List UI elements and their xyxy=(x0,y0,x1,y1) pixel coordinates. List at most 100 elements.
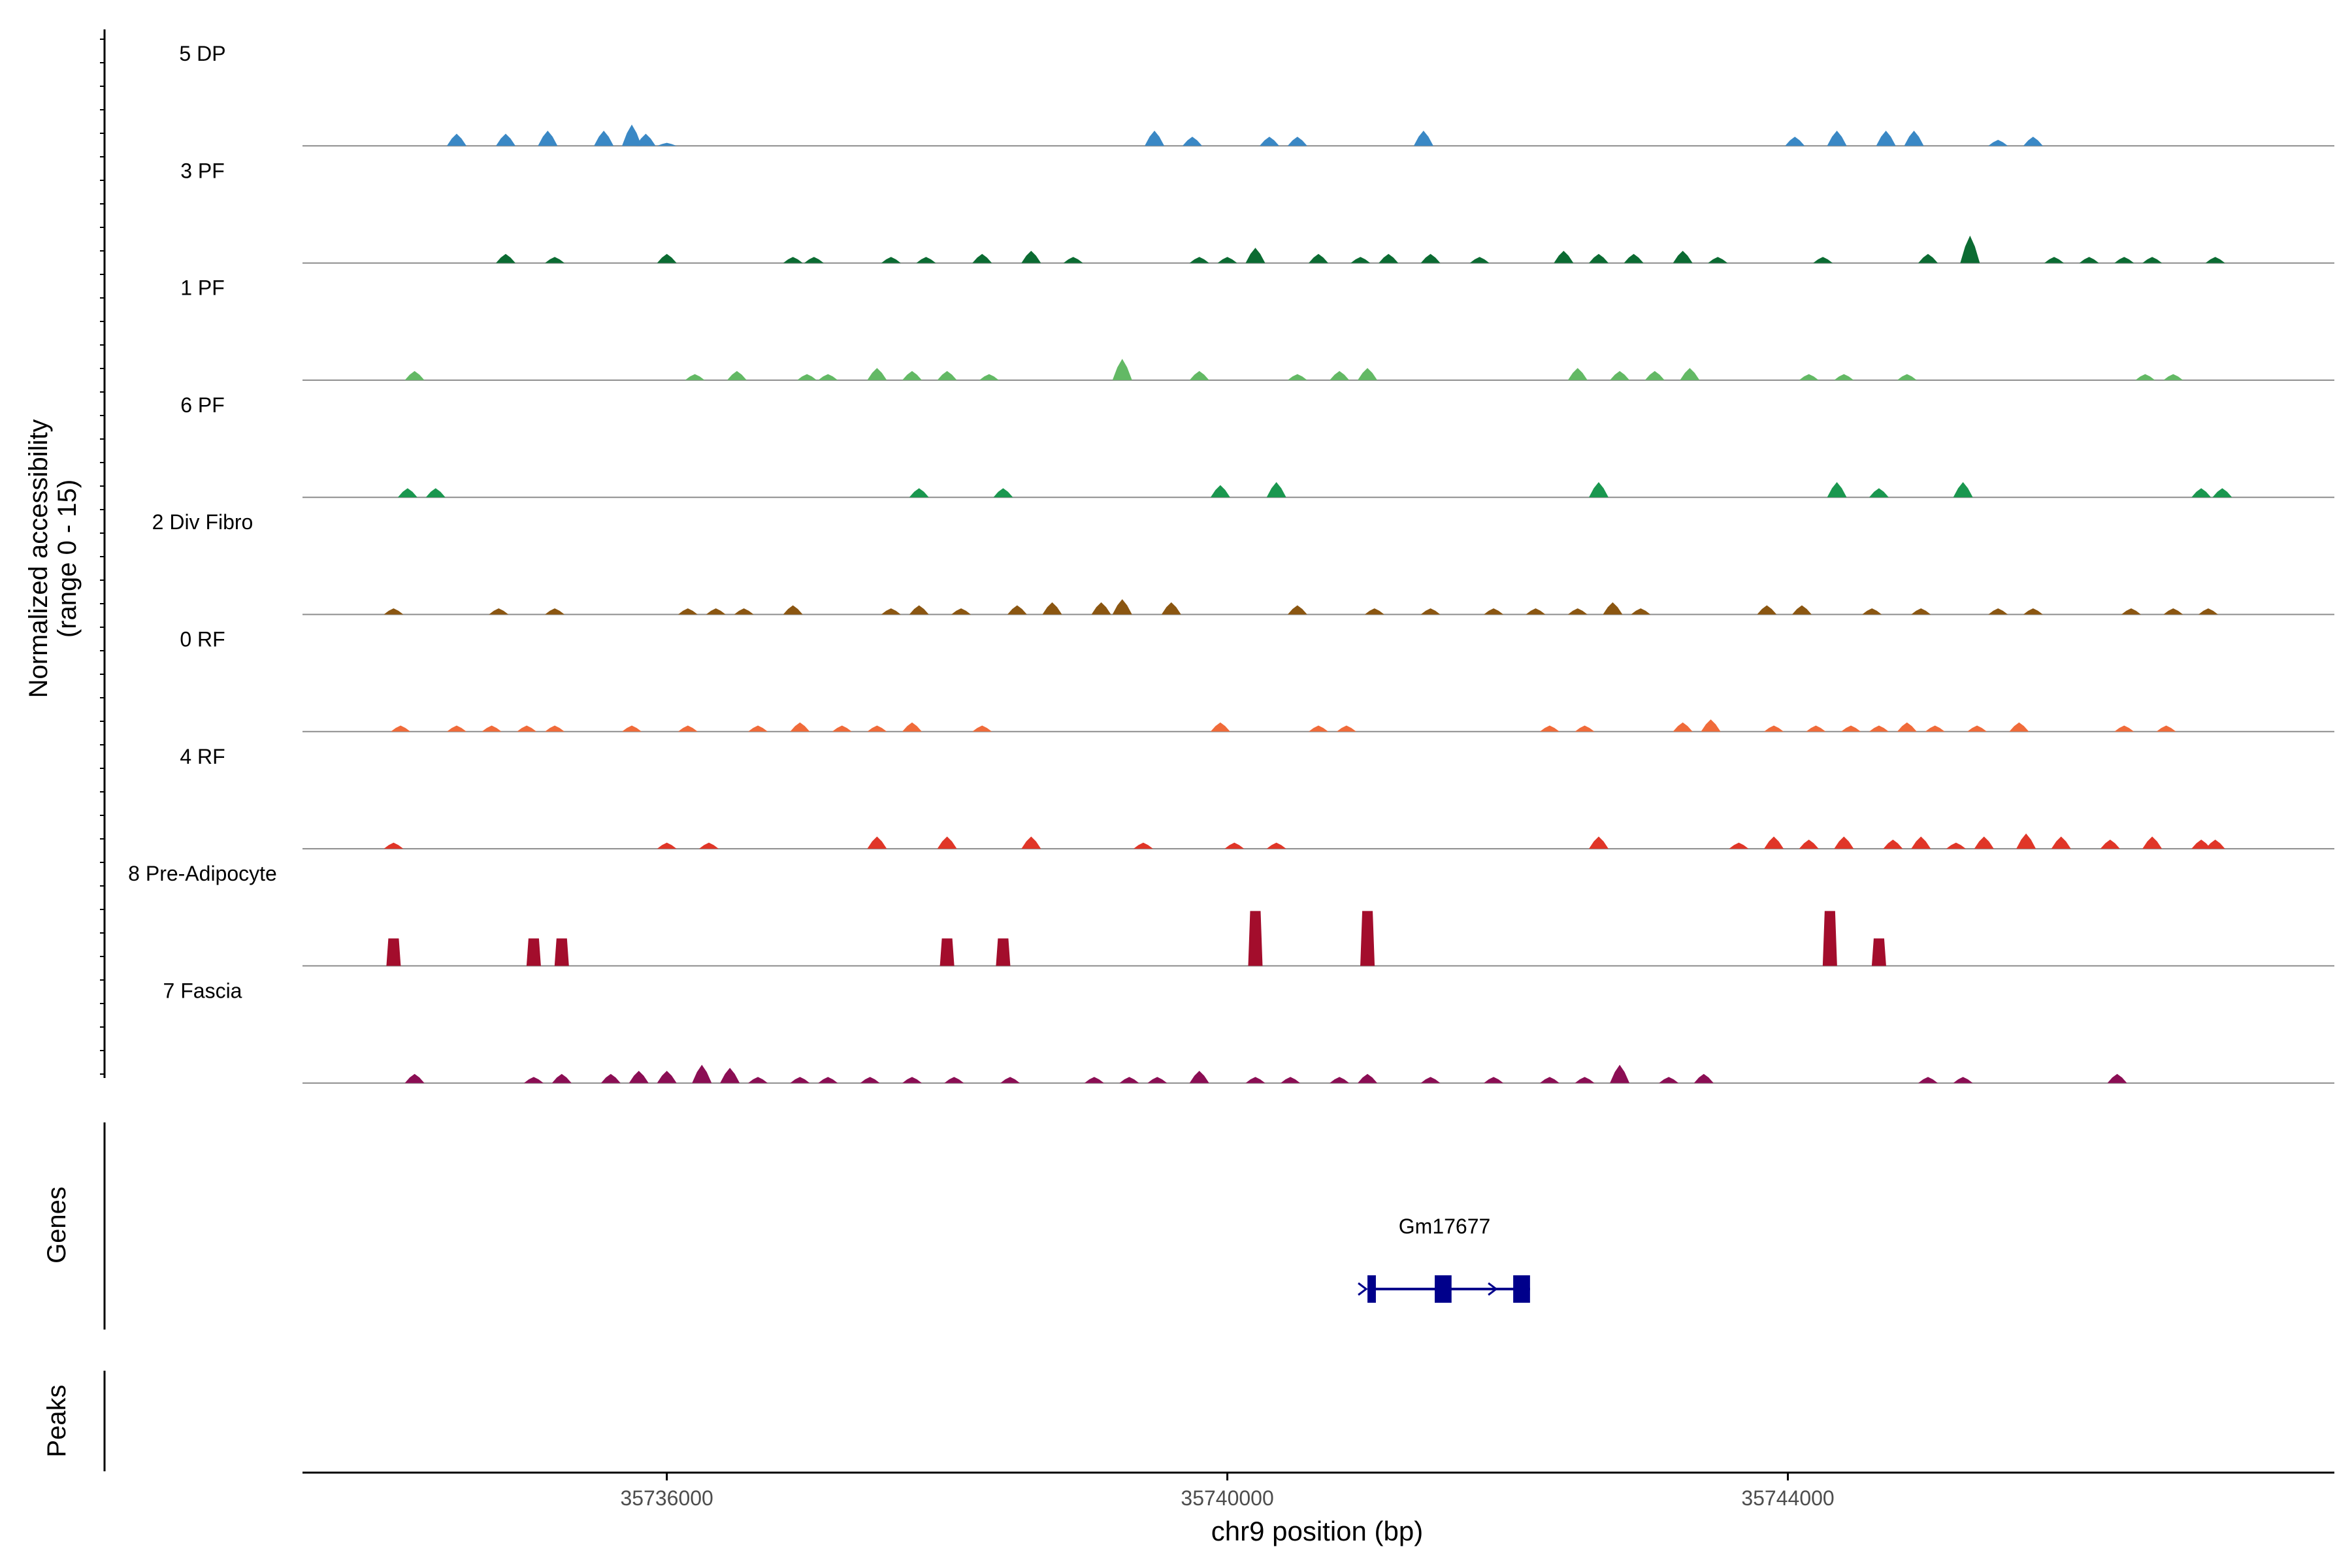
accessibility-peak xyxy=(916,257,936,263)
x-tick-label: 35736000 xyxy=(620,1486,713,1510)
accessibility-peak xyxy=(1147,1077,1168,1083)
strand-arrow xyxy=(1488,1282,1498,1296)
accessibility-peak xyxy=(2114,725,2134,732)
accessibility-peak xyxy=(790,722,810,732)
accessibility-peak xyxy=(1806,725,1826,732)
accessibility-peak xyxy=(1112,599,1132,615)
track-label: 8 Pre-Adipocyte xyxy=(128,862,277,885)
accessibility-peak xyxy=(1554,250,1574,263)
accessibility-peak xyxy=(446,725,466,732)
accessibility-peak xyxy=(1245,1077,1266,1083)
accessibility-peak xyxy=(1042,602,1062,615)
accessibility-peak xyxy=(1869,725,1889,732)
accessibility-peak xyxy=(1624,253,1644,263)
x-axis-title: chr9 position (bp) xyxy=(1211,1516,1424,1546)
accessibility-peak xyxy=(1869,488,1889,498)
accessibility-peak xyxy=(1693,1073,1714,1083)
accessibility-peak xyxy=(804,257,824,263)
accessibility-peak xyxy=(404,1073,425,1083)
accessibility-peak xyxy=(1091,602,1111,615)
accessibility-peak xyxy=(1911,608,1931,615)
accessibility-peak xyxy=(404,370,425,380)
accessibility-peak xyxy=(1988,608,2008,615)
accessibility-peak xyxy=(1876,130,1896,146)
track-3-pf: 3 PF xyxy=(180,159,2334,264)
accessibility-peak xyxy=(734,608,754,615)
track-label: 0 RF xyxy=(180,628,225,651)
accessibility-peak xyxy=(937,370,957,380)
accessibility-peak xyxy=(1925,725,1945,732)
accessibility-peak xyxy=(1350,257,1371,263)
accessibility-peak xyxy=(2205,840,2225,849)
accessibility-peak xyxy=(979,374,999,380)
track-label: 6 PF xyxy=(180,393,225,417)
accessibility-peak xyxy=(1918,253,1938,263)
accessibility-peak xyxy=(1287,137,1307,146)
gene-exon xyxy=(1513,1275,1530,1303)
accessibility-peak xyxy=(939,938,955,966)
accessibility-peak xyxy=(2107,1073,2127,1083)
accessibility-peak xyxy=(678,608,698,615)
track-6-pf: 6 PF xyxy=(180,393,2334,498)
accessibility-peak xyxy=(1974,836,1994,849)
accessibility-peak xyxy=(1588,836,1609,849)
accessibility-peak xyxy=(517,725,537,732)
x-tick-label: 35744000 xyxy=(1741,1486,1834,1510)
track-4-rf: 4 RF xyxy=(180,745,2334,850)
accessibility-peak xyxy=(1729,842,1749,849)
accessibility-peak xyxy=(523,1077,544,1083)
accessibility-peak xyxy=(1897,374,1917,380)
accessibility-peak xyxy=(2205,257,2225,263)
accessibility-peak xyxy=(1827,130,1847,146)
accessibility-peak xyxy=(1309,253,1328,263)
accessibility-peak xyxy=(1084,1077,1104,1083)
accessibility-peak xyxy=(1210,722,1230,732)
accessibility-peak xyxy=(720,1068,740,1083)
accessibility-peak xyxy=(944,1077,964,1083)
accessibility-peak xyxy=(1007,605,1027,615)
accessibility-peak xyxy=(2114,257,2134,263)
accessibility-peak xyxy=(1764,725,1784,732)
accessibility-peak xyxy=(657,1071,677,1083)
accessibility-peak xyxy=(909,605,929,615)
accessibility-peak xyxy=(1904,130,1924,146)
accessibility-peak xyxy=(706,608,726,615)
accessibility-peak xyxy=(832,725,852,732)
accessibility-peak xyxy=(1259,137,1279,146)
accessibility-peak xyxy=(2044,257,2065,263)
accessibility-peak xyxy=(1182,137,1202,146)
accessibility-peak xyxy=(2016,833,2036,849)
accessibility-peak xyxy=(2163,608,2183,615)
accessibility-peak xyxy=(446,133,466,146)
accessibility-peak xyxy=(1287,605,1307,615)
accessibility-peak xyxy=(1680,368,1700,380)
accessibility-peak xyxy=(1420,608,1441,615)
accessibility-peak xyxy=(1631,608,1651,615)
accessibility-peak xyxy=(425,488,446,498)
accessibility-peak xyxy=(2023,137,2043,146)
track-1-pf: 1 PF xyxy=(180,276,2334,381)
accessibility-peak xyxy=(748,725,768,732)
accessibility-peak xyxy=(2121,608,2141,615)
accessibility-peak xyxy=(902,722,922,732)
y-axis-title: Normalized accessibility (range 0 - 15) xyxy=(24,419,82,698)
x-tick-label: 35740000 xyxy=(1181,1486,1273,1510)
accessibility-peak xyxy=(1791,605,1812,615)
accessibility-peak xyxy=(972,725,992,732)
accessibility-peak xyxy=(2051,836,2071,849)
accessibility-peak xyxy=(545,608,565,615)
accessibility-peak xyxy=(1946,842,1966,849)
accessibility-peak xyxy=(2156,725,2176,732)
accessibility-peak xyxy=(2079,257,2099,263)
accessibility-peak xyxy=(1484,608,1504,615)
accessibility-peak xyxy=(1248,911,1263,966)
accessibility-peak xyxy=(496,253,515,263)
gene-track: Gm17677 xyxy=(1358,1215,1530,1303)
accessibility-peak xyxy=(1799,840,1819,849)
accessibility-peak xyxy=(1588,482,1609,498)
x-axis-ticks: 35736000 35740000 35744000 xyxy=(620,1473,1835,1510)
accessibility-peak xyxy=(1708,257,1728,263)
accessibility-peak xyxy=(1834,836,1854,849)
accessibility-peak xyxy=(636,133,656,146)
accessibility-peak xyxy=(489,608,509,615)
